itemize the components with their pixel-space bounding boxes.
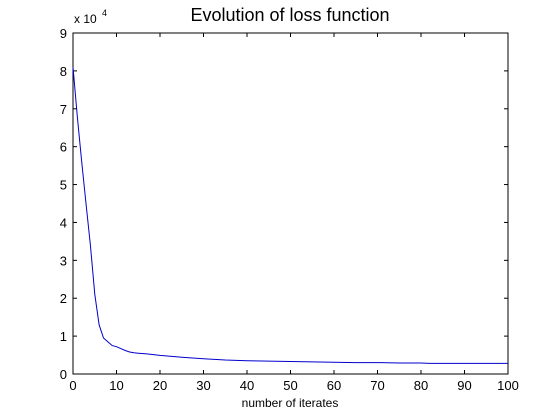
y-tick-label: 7 xyxy=(60,102,67,117)
x-tick-label: 50 xyxy=(283,378,297,393)
chart-title: Evolution of loss function xyxy=(190,5,389,25)
y-tick-label: 3 xyxy=(60,253,67,268)
plot-lines xyxy=(72,67,508,364)
x-tick-label: 60 xyxy=(327,378,341,393)
y-tick-label: 9 xyxy=(60,26,67,41)
x-tick-label: 40 xyxy=(240,378,254,393)
x-tick-label: 90 xyxy=(457,378,471,393)
y-tick-label: 6 xyxy=(60,140,67,155)
x-tick-label: 30 xyxy=(196,378,210,393)
x-tick-label: 0 xyxy=(69,378,76,393)
x-axis: 0 10 20 30 40 50 60 70 80 90 100 xyxy=(69,33,519,393)
y-tick-label: 2 xyxy=(60,291,67,306)
plot-frame xyxy=(72,32,509,375)
y-tick-label: 1 xyxy=(60,329,67,344)
y-tick-label: 8 xyxy=(60,64,67,79)
x-axis-label: number of iterates xyxy=(242,396,339,410)
y-tick-label: 5 xyxy=(60,178,67,193)
y-multiplier-label: x 10 xyxy=(74,12,97,26)
x-tick-label: 70 xyxy=(370,378,384,393)
y-tick-label: 4 xyxy=(60,215,67,230)
y-tick-label: 0 xyxy=(60,367,67,382)
x-tick-label: 100 xyxy=(497,378,519,393)
y-axis: 0 1 2 3 4 5 6 7 8 9 xyxy=(60,26,508,382)
y-multiplier-exponent: 4 xyxy=(102,8,107,18)
loss-series-line xyxy=(72,67,508,364)
x-tick-label: 20 xyxy=(153,378,167,393)
x-tick-label: 80 xyxy=(414,378,428,393)
x-tick-label: 10 xyxy=(109,378,123,393)
